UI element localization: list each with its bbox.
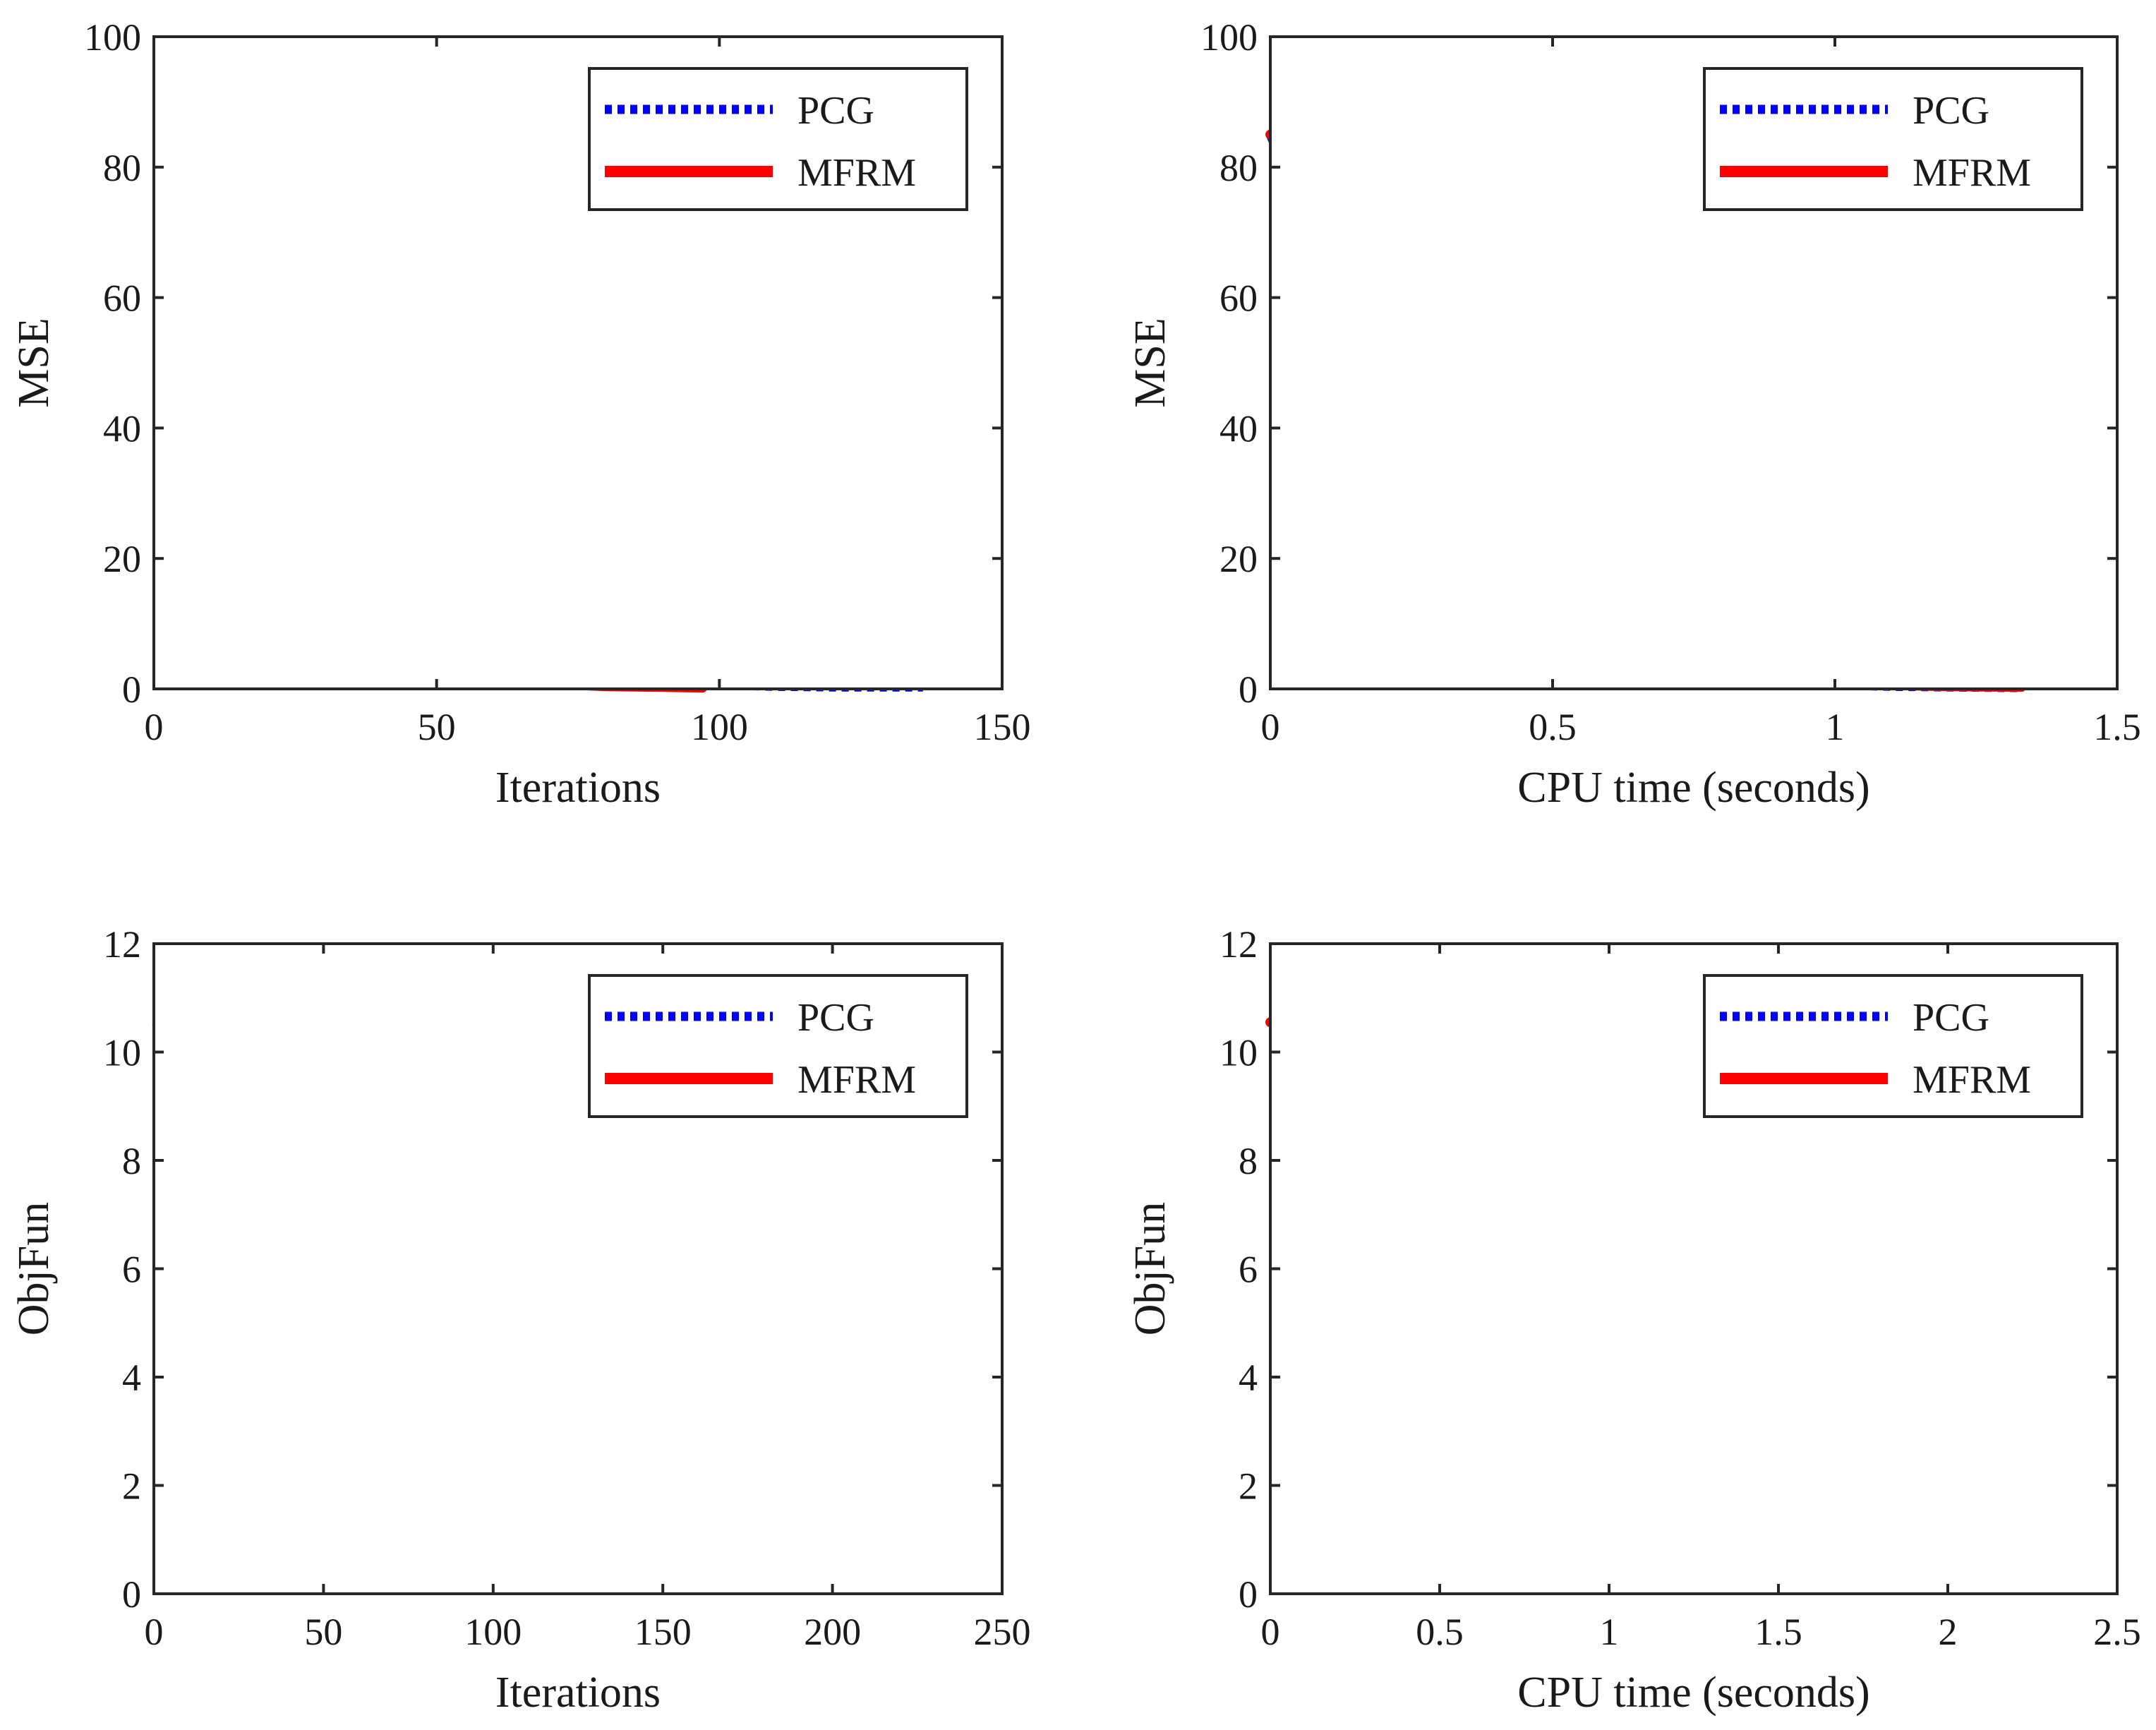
y-tick-label: 12 bbox=[103, 923, 141, 966]
legend-label-pcg: PCG bbox=[1913, 89, 1989, 133]
x-tick-label: 1 bbox=[1826, 706, 1845, 748]
chart-panel-top-right: 0 0.5 1 1.5 0 20 40 60 80 100 CPU time (seconds) MS… bbox=[1126, 16, 2141, 812]
y-tick-label: 8 bbox=[122, 1140, 141, 1182]
y-tick-label: 80 bbox=[1219, 147, 1258, 189]
y-tick-label: 10 bbox=[1219, 1032, 1258, 1074]
y-tick-label: 0 bbox=[122, 1573, 141, 1616]
x-tick-label: 0 bbox=[1261, 1611, 1280, 1653]
legend-box bbox=[588, 67, 968, 211]
y-tick-label: 60 bbox=[1219, 277, 1258, 320]
y-tick-label: 60 bbox=[103, 277, 141, 320]
y-tick-label: 10 bbox=[103, 1032, 141, 1074]
legend-label-pcg: PCG bbox=[797, 996, 874, 1040]
chart-panel-bottom-left: 0 50 100 150 200 250 0 2 4 6 8 10 12 Iterations ObjFun… bbox=[10, 923, 1031, 1717]
x-tick-label: 2.5 bbox=[2093, 1611, 2141, 1653]
y-tick-label: 4 bbox=[122, 1357, 141, 1399]
legend-label-pcg: PCG bbox=[1913, 996, 1989, 1040]
chart-panel-bottom-right: 0 0.5 1 1.5 2 2.5 0 2 4 6 8 10 12 CPU time (seconds) O… bbox=[1126, 923, 2141, 1717]
y-tick-label: 6 bbox=[122, 1249, 141, 1291]
x-tick-label: 2 bbox=[1939, 1611, 1958, 1653]
legend-box bbox=[588, 974, 968, 1118]
x-tick-label: 1.5 bbox=[2093, 706, 2141, 748]
legend-label-mfrm: MFRM bbox=[797, 151, 916, 195]
x-tick-label: 150 bbox=[974, 706, 1031, 748]
x-tick-label: 100 bbox=[464, 1611, 522, 1653]
y-tick-label: 0 bbox=[1239, 668, 1258, 711]
x-tick-label: 250 bbox=[974, 1611, 1031, 1653]
legend-label-mfrm: MFRM bbox=[1913, 151, 2031, 195]
x-tick-label: 50 bbox=[418, 706, 456, 748]
legend: PCG MFRM bbox=[588, 67, 968, 211]
legend-label-pcg: PCG bbox=[797, 89, 874, 133]
y-tick-label: 100 bbox=[1200, 16, 1258, 59]
y-tick-label: 20 bbox=[1219, 538, 1258, 580]
legend: PCG MFRM bbox=[1703, 67, 2083, 211]
legend: PCG MFRM bbox=[1703, 974, 2083, 1118]
y-tick-label: 2 bbox=[122, 1465, 141, 1508]
y-axis-label: MSE bbox=[1126, 318, 1174, 407]
x-axis-label: CPU time (seconds) bbox=[1517, 764, 1869, 812]
x-tick-label: 200 bbox=[804, 1611, 861, 1653]
x-tick-label: 0 bbox=[145, 706, 164, 748]
x-tick-label: 0 bbox=[1261, 706, 1280, 748]
legend-label-mfrm: MFRM bbox=[1913, 1058, 2031, 1102]
y-axis-label: ObjFun bbox=[1126, 1202, 1174, 1335]
y-tick-label: 2 bbox=[1239, 1465, 1258, 1508]
y-tick-label: 40 bbox=[103, 407, 141, 450]
y-axis-label: ObjFun bbox=[10, 1202, 58, 1335]
x-tick-label: 100 bbox=[691, 706, 748, 748]
y-tick-label: 80 bbox=[103, 147, 141, 189]
y-tick-label: 6 bbox=[1239, 1249, 1258, 1291]
x-axis-label: CPU time (seconds) bbox=[1517, 1669, 1869, 1717]
y-axis-label: MSE bbox=[10, 318, 58, 407]
y-tick-label: 12 bbox=[1219, 923, 1258, 966]
y-tick-label: 0 bbox=[122, 668, 141, 711]
y-tick-label: 8 bbox=[1239, 1140, 1258, 1182]
y-tick-label: 40 bbox=[1219, 407, 1258, 450]
x-tick-label: 0 bbox=[145, 1611, 164, 1653]
x-tick-label: 50 bbox=[304, 1611, 342, 1653]
x-tick-label: 1.5 bbox=[1754, 1611, 1802, 1653]
x-tick-label: 150 bbox=[634, 1611, 692, 1653]
legend-box bbox=[1703, 974, 2083, 1118]
x-tick-label: 0.5 bbox=[1529, 706, 1577, 748]
y-tick-label: 0 bbox=[1239, 1573, 1258, 1616]
y-tick-label: 100 bbox=[84, 16, 141, 59]
y-tick-label: 20 bbox=[103, 538, 141, 580]
x-axis-label: Iterations bbox=[495, 1669, 661, 1717]
chart-panel-top-left: 0 50 100 150 0 20 40 60 80 100 Iterations MSE PCG MFR… bbox=[10, 16, 1031, 812]
legend-box bbox=[1703, 67, 2083, 211]
y-tick-label: 4 bbox=[1239, 1357, 1258, 1399]
x-tick-label: 0.5 bbox=[1416, 1611, 1464, 1653]
x-axis-label: Iterations bbox=[495, 764, 661, 812]
x-tick-label: 1 bbox=[1600, 1611, 1619, 1653]
legend: PCG MFRM bbox=[588, 974, 968, 1118]
legend-label-mfrm: MFRM bbox=[797, 1058, 916, 1102]
